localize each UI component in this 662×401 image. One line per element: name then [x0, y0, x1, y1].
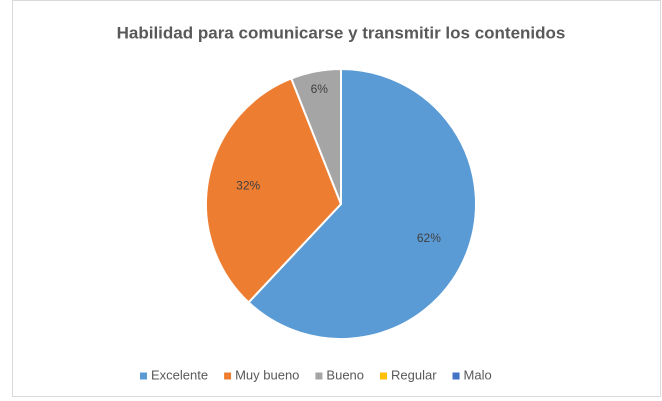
- pie-slice: [290, 67, 342, 205]
- data-label: 62%: [417, 231, 441, 245]
- legend-marker: [315, 372, 323, 380]
- data-label: 6%: [311, 82, 329, 96]
- data-label: 32%: [236, 178, 260, 192]
- pie-slice: [205, 77, 343, 304]
- legend-label: Bueno: [326, 367, 364, 382]
- legend-label: Excelente: [151, 367, 208, 382]
- legend-marker: [452, 372, 460, 380]
- pie-slice: [247, 67, 477, 340]
- legend-label: Regular: [391, 367, 437, 382]
- legend-label: Malo: [464, 367, 492, 382]
- legend-marker: [380, 372, 388, 380]
- chart-title: Habilidad para comunicarse y transmitir …: [117, 23, 566, 42]
- legend-marker: [224, 372, 232, 380]
- legend-label: Muy bueno: [235, 367, 299, 382]
- legend-marker: [140, 372, 147, 380]
